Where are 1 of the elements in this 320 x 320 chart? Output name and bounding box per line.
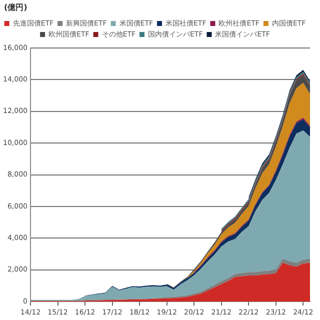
y-axis-title: (億円) xyxy=(4,3,28,12)
